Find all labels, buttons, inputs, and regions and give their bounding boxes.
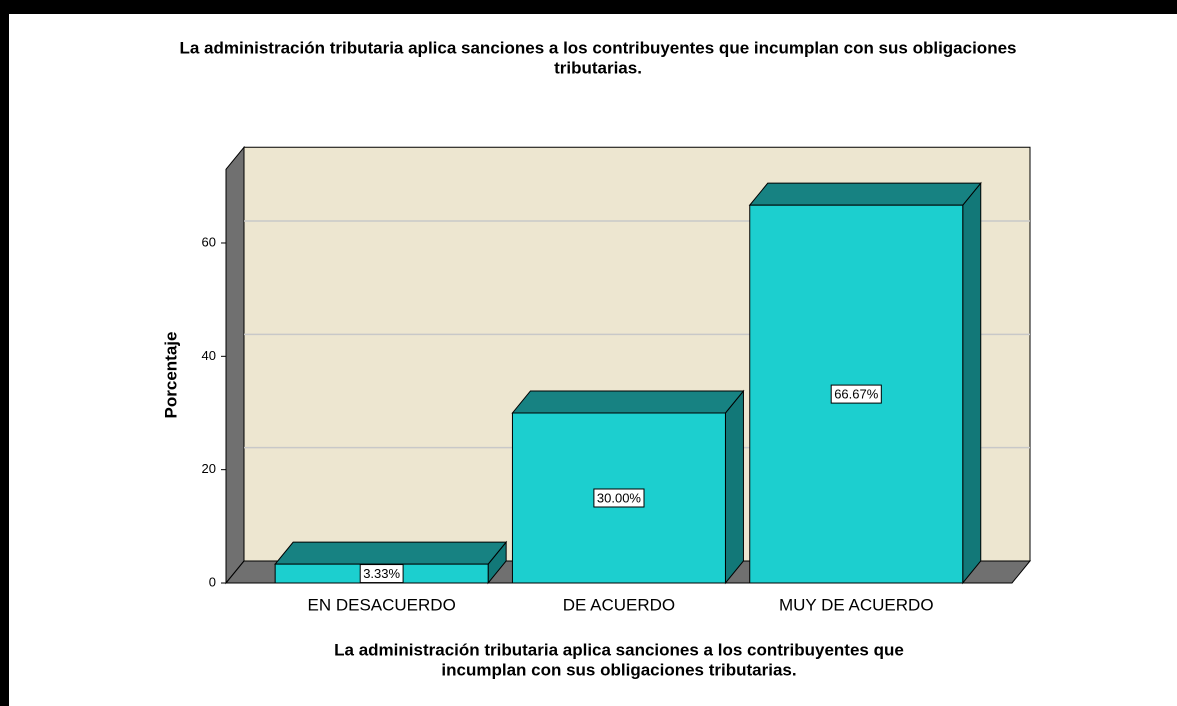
y-tick-label: 20 bbox=[202, 461, 216, 476]
y-tick-label: 0 bbox=[209, 574, 216, 589]
frame-top bbox=[0, 0, 1177, 14]
chart-title: tributarias. bbox=[554, 58, 642, 77]
y-axis-title: Porcentaje bbox=[161, 332, 180, 419]
x-tick-label: DE ACUERDO bbox=[563, 595, 675, 614]
chart-title: La administración tributaria aplica sanc… bbox=[180, 38, 1017, 57]
y-tick-label: 40 bbox=[202, 348, 216, 363]
value-label: 30.00% bbox=[597, 490, 642, 505]
bar-top bbox=[511, 390, 745, 414]
value-label-box bbox=[593, 488, 645, 508]
x-axis-title: incumplan con sus obligaciones tributari… bbox=[441, 660, 796, 679]
bar-top bbox=[274, 541, 508, 565]
x-axis-title: La administración tributaria aplica sanc… bbox=[334, 640, 904, 659]
value-label-box bbox=[359, 564, 404, 584]
bar-side bbox=[724, 389, 744, 585]
x-tick-label: EN DESACUERDO bbox=[307, 595, 455, 614]
bar-side bbox=[962, 181, 982, 585]
frame-left bbox=[0, 0, 9, 706]
y-tick-label: 60 bbox=[202, 234, 216, 249]
value-label-box bbox=[830, 384, 882, 404]
value-label: 66.67% bbox=[834, 387, 879, 402]
left-wall bbox=[225, 145, 245, 585]
bar-top bbox=[748, 182, 982, 206]
x-tick-label: MUY DE ACUERDO bbox=[779, 595, 934, 614]
value-label: 3.33% bbox=[363, 566, 400, 581]
